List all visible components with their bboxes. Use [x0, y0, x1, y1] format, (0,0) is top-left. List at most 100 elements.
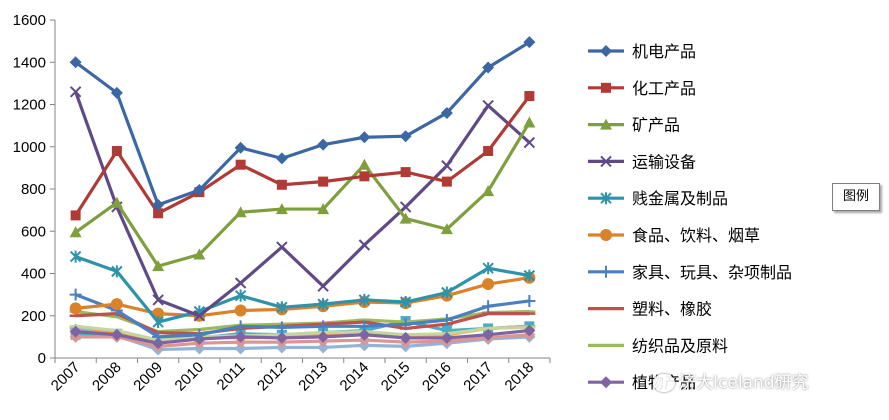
data-point — [111, 145, 122, 156]
data-point — [399, 331, 412, 344]
series-6 — [69, 288, 536, 343]
legend-marker — [601, 82, 611, 93]
data-point — [69, 325, 82, 338]
data-point — [275, 203, 288, 215]
legend-label: 纺织品及原料 — [632, 336, 728, 355]
data-point — [317, 138, 330, 151]
data-point — [276, 301, 288, 314]
data-point — [440, 331, 453, 344]
data-point — [440, 106, 453, 119]
data-point — [523, 269, 536, 282]
data-point — [440, 223, 453, 235]
legend-item: 家具、玩具、杂项制品 — [588, 263, 792, 282]
data-point — [483, 145, 494, 156]
legend-label: 机电产品 — [632, 42, 696, 61]
x-tick-label: 2007 — [48, 359, 84, 395]
data-point — [441, 176, 452, 187]
data-point — [193, 184, 206, 197]
data-point — [110, 196, 123, 208]
y-tick-label: 600 — [21, 223, 46, 240]
data-point — [482, 185, 495, 197]
data-point — [399, 296, 412, 309]
data-point — [482, 262, 494, 275]
data-point — [275, 152, 288, 165]
data-point — [69, 226, 82, 238]
data-point — [69, 86, 82, 98]
data-point — [317, 341, 330, 354]
legend-marker — [600, 45, 612, 57]
legend-item: 塑料、橡胶 — [588, 300, 712, 319]
data-point — [358, 328, 371, 341]
legend-marker — [600, 155, 612, 168]
legend-marker — [600, 118, 612, 130]
data-point — [276, 241, 288, 253]
data-point — [152, 337, 165, 350]
data-point — [440, 313, 453, 326]
data-point — [69, 288, 82, 301]
series-line — [75, 324, 530, 342]
data-point — [234, 304, 247, 317]
data-point — [110, 298, 123, 311]
y-tick-label: 200 — [21, 308, 46, 325]
series-0 — [69, 36, 536, 211]
data-point — [399, 130, 412, 143]
data-point — [275, 331, 288, 344]
legend-label: 食品、饮料、烟草 — [632, 226, 760, 245]
data-point — [399, 201, 412, 213]
legend-tooltip: 图例 — [832, 183, 880, 211]
data-point — [235, 159, 246, 170]
legend-marker — [600, 376, 612, 389]
data-point — [358, 320, 371, 333]
data-point — [234, 277, 247, 289]
data-point — [234, 141, 247, 154]
data-point — [523, 294, 536, 307]
legend-label: 矿产品 — [632, 116, 680, 135]
data-point — [524, 91, 535, 102]
data-point — [152, 330, 165, 343]
data-point — [234, 206, 247, 218]
data-point — [358, 293, 371, 306]
data-point — [482, 61, 495, 74]
legend-item: 化工产品 — [588, 79, 696, 98]
series-3 — [69, 86, 536, 322]
data-point — [110, 86, 123, 99]
data-point — [359, 171, 370, 182]
watermark-text: 济大Iceland研究 — [679, 373, 809, 393]
series-line — [75, 293, 530, 339]
data-point — [234, 289, 247, 302]
data-point — [317, 330, 330, 343]
x-tick-label: 2013 — [295, 359, 331, 395]
x-tick-label: 2012 — [254, 359, 290, 395]
legend-item: 机电产品 — [588, 42, 696, 61]
data-point — [152, 294, 164, 306]
data-point — [441, 286, 453, 299]
data-point — [317, 203, 330, 215]
legend-marker — [600, 265, 612, 278]
data-point — [317, 298, 329, 311]
series-line — [75, 255, 530, 324]
x-tick-label: 2008 — [89, 359, 125, 395]
legend-label: 运输设备 — [632, 152, 696, 171]
data-point — [152, 316, 164, 329]
x-tick-label: 2014 — [337, 359, 373, 395]
legend-marker — [600, 229, 612, 241]
data-point — [482, 300, 495, 313]
legend-label: 家具、玩具、杂项制品 — [632, 263, 792, 282]
data-point — [318, 176, 329, 187]
data-point — [399, 318, 412, 331]
data-point — [482, 328, 495, 341]
data-point — [70, 210, 81, 221]
series-line — [74, 95, 531, 217]
data-point — [275, 321, 288, 334]
x-tick-label: 2018 — [502, 359, 538, 395]
data-point — [523, 136, 536, 149]
data-point — [399, 212, 412, 224]
data-point — [153, 208, 164, 219]
series-2 — [69, 116, 536, 272]
x-tick-label: 2010 — [172, 359, 208, 395]
y-tick-label: 1400 — [13, 54, 46, 71]
plot-area: 0 200 400 600 800 1000 1200 1400 1600 2007 2008 200… — [13, 12, 551, 395]
data-point — [69, 250, 82, 263]
legend: 机电产品化工产品矿产品运输设备贱金属及制品食品、饮料、烟草家具、玩具、杂项制品塑… — [588, 42, 792, 392]
